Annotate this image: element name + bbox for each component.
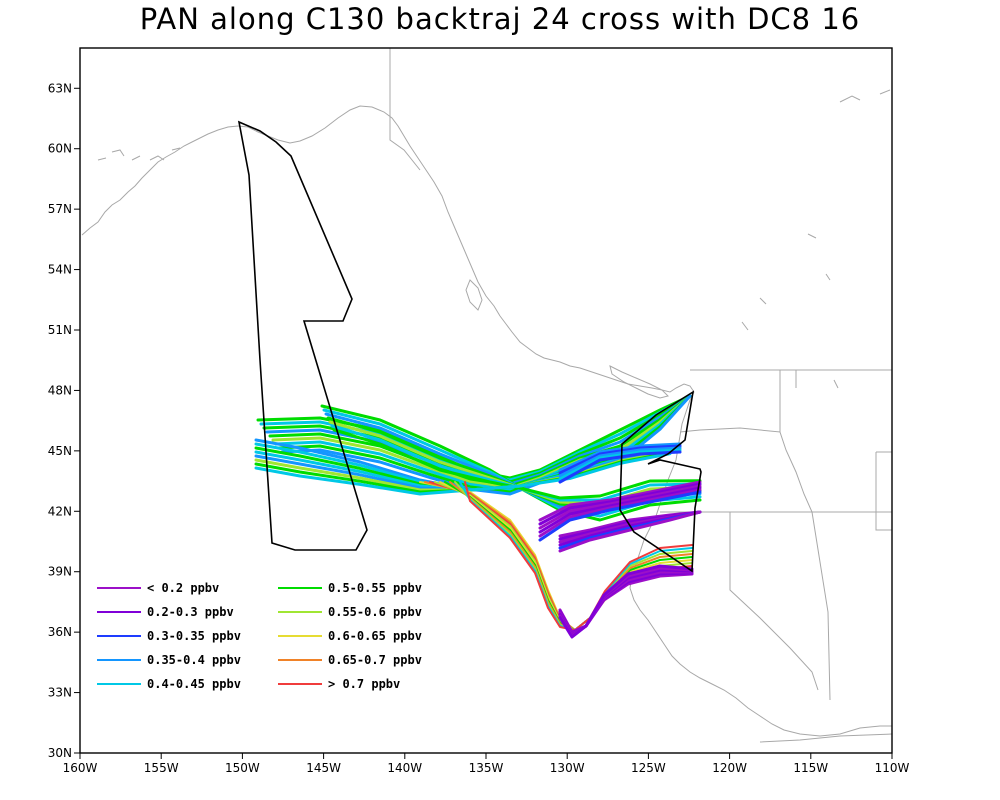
y-tick-label: 30N: [48, 746, 72, 760]
border-washington-oregon: [679, 370, 781, 433]
x-tick-label: 125W: [631, 761, 666, 775]
y-tick-label: 48N: [48, 383, 72, 397]
lakes: [741, 89, 891, 389]
y-tick-label: 45N: [48, 444, 72, 458]
border-idaho: [779, 370, 813, 513]
trajectory-line: [558, 448, 682, 481]
x-tick-label: 115W: [793, 761, 828, 775]
trajectory-paths: [254, 394, 702, 639]
trajectory-line: [538, 490, 702, 542]
flight-track-north: [237, 120, 368, 551]
legend-label: 0.3-0.35 ppbv: [147, 629, 241, 643]
x-tick-label: 150W: [225, 761, 260, 775]
legend-label: 0.5-0.55 ppbv: [328, 581, 422, 595]
y-tick-label: 36N: [48, 625, 72, 639]
flight-track-south: [619, 390, 702, 573]
y-tick-label: 57N: [48, 202, 72, 216]
legend-label: 0.55-0.6 ppbv: [328, 605, 422, 619]
trajectory-line: [538, 482, 702, 526]
map-title: PAN along C130 backtraj 24 cross with DC…: [139, 2, 861, 36]
trajectory-line: [274, 394, 692, 492]
border-alaska-canada: [389, 48, 421, 171]
geographic-boundaries: [81, 48, 892, 743]
trajectory-line: [538, 484, 702, 530]
y-tick-label: 39N: [48, 565, 72, 579]
legend-label: > 0.7 ppbv: [328, 677, 400, 691]
y-tick-label: 60N: [48, 142, 72, 156]
coastline-us-west: [629, 391, 892, 737]
border-california-nevada: [729, 512, 819, 691]
legend-label: < 0.2 ppbv: [147, 581, 219, 595]
trajectory-line: [558, 450, 682, 484]
y-tick-label: 54N: [48, 263, 72, 277]
latitude-axis: 30N 33N 36N 39N 42N 45N 48N 51N 54N 57N 60N 63N: [48, 81, 80, 760]
trajectory-line: [538, 486, 702, 534]
trajectory-line: [538, 480, 702, 522]
border-east-box: [875, 451, 892, 531]
legend-label: 0.65-0.7 ppbv: [328, 653, 422, 667]
coastline-vancouver-island: [609, 365, 669, 399]
plot-frame: [79, 47, 893, 754]
trajectory-line: [558, 444, 682, 475]
legend: < 0.2 ppbv 0.2-0.3 ppbv 0.3-0.35 ppbv 0.35-…: [97, 581, 422, 691]
y-tick-label: 51N: [48, 323, 72, 337]
x-tick-label: 130W: [550, 761, 585, 775]
x-tick-label: 145W: [306, 761, 341, 775]
x-tick-label: 160W: [63, 761, 98, 775]
x-tick-label: 120W: [712, 761, 747, 775]
trajectory-line: [254, 452, 672, 496]
trajectory-line: [558, 510, 702, 553]
legend-label: 0.2-0.3 ppbv: [147, 605, 234, 619]
coastline-haida-gwaii: [465, 279, 483, 311]
trajectory-line: [558, 564, 694, 639]
y-tick-label: 42N: [48, 504, 72, 518]
y-tick-label: 33N: [48, 686, 72, 700]
x-tick-label: 135W: [469, 761, 504, 775]
legend-label: 0.4-0.45 ppbv: [147, 677, 241, 691]
legend-label: 0.35-0.4 ppbv: [147, 653, 241, 667]
trajectory-line: [538, 488, 702, 538]
x-tick-label: 110W: [875, 761, 910, 775]
x-tick-label: 155W: [144, 761, 179, 775]
longitude-axis: 160W 155W 150W 145W 140W 135W 130W 125W 120W 115W…: [63, 753, 910, 775]
coastline-bc: [499, 315, 695, 393]
legend-label: 0.6-0.65 ppbv: [328, 629, 422, 643]
trajectory-line: [332, 428, 702, 500]
trajectory-line: [558, 442, 682, 472]
y-tick-label: 63N: [48, 81, 72, 95]
x-tick-label: 140W: [387, 761, 422, 775]
flight-tracks: [237, 120, 702, 573]
trajectory-line: [558, 446, 682, 478]
border-mexico: [759, 733, 892, 743]
coastline-alaska: [81, 105, 501, 317]
coastline-islands-west: [97, 147, 181, 161]
border-nevada-utah: [811, 511, 831, 701]
